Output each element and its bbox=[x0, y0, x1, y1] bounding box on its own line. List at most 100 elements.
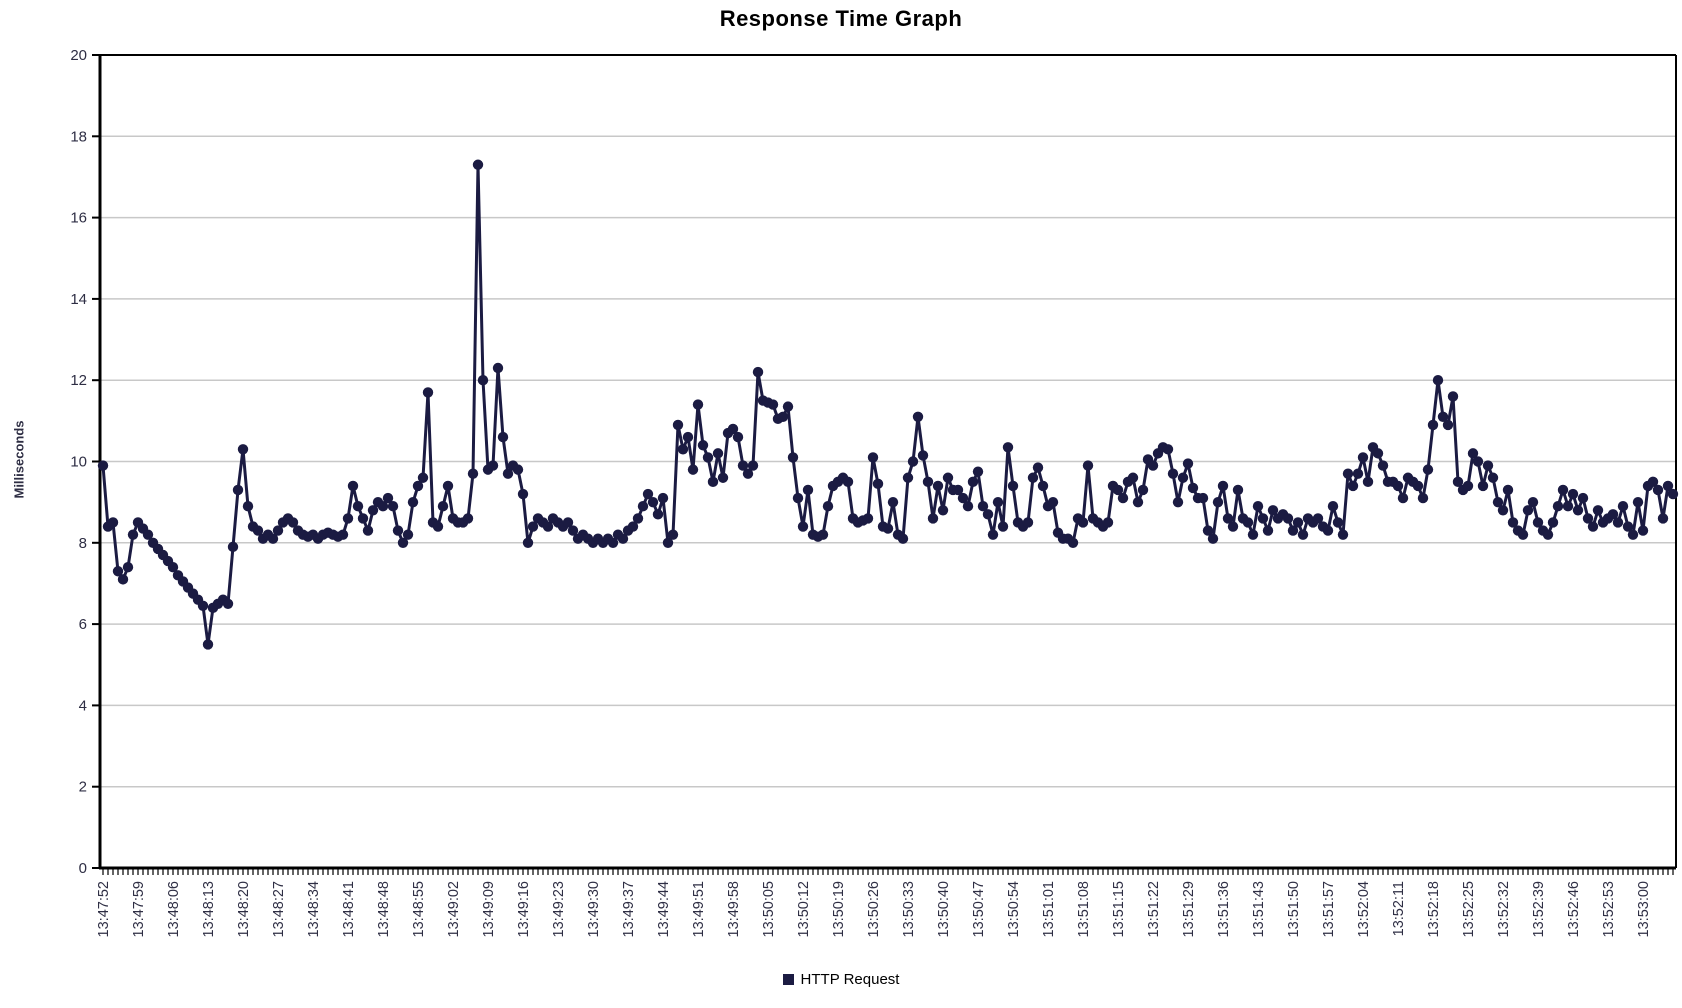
data-point bbox=[982, 509, 994, 520]
data-point bbox=[747, 460, 759, 471]
y-tick-label: 2 bbox=[79, 779, 87, 796]
x-tick-label: 13:52:11 bbox=[1391, 881, 1407, 936]
data-point bbox=[922, 476, 934, 488]
data-point bbox=[862, 513, 874, 524]
data-point bbox=[197, 600, 209, 612]
data-point bbox=[1002, 442, 1014, 453]
data-point bbox=[1252, 501, 1264, 512]
data-point bbox=[1262, 525, 1274, 536]
x-tick-label: 13:48:48 bbox=[376, 881, 392, 937]
data-point bbox=[1572, 505, 1584, 516]
data-point bbox=[742, 468, 754, 479]
x-tick-label: 13:49:02 bbox=[446, 881, 462, 937]
data-point bbox=[1547, 517, 1559, 528]
data-point bbox=[1322, 525, 1334, 536]
x-tick-label: 13:50:54 bbox=[1006, 881, 1022, 937]
data-point bbox=[232, 484, 244, 496]
data-point bbox=[402, 529, 414, 540]
data-point bbox=[1557, 484, 1569, 496]
data-point bbox=[1447, 391, 1459, 402]
data-point bbox=[432, 521, 444, 532]
data-point bbox=[637, 501, 649, 512]
x-tick-label: 13:49:51 bbox=[691, 881, 707, 937]
data-point bbox=[202, 639, 214, 650]
data-point bbox=[927, 513, 939, 524]
data-point bbox=[522, 537, 534, 548]
data-point bbox=[682, 431, 694, 443]
data-point bbox=[1417, 492, 1429, 504]
data-point bbox=[1167, 468, 1179, 479]
x-tick-label: 13:49:16 bbox=[516, 881, 532, 937]
x-tick-label: 13:48:41 bbox=[341, 881, 357, 937]
data-point bbox=[1267, 505, 1279, 516]
data-point bbox=[127, 529, 139, 540]
data-point bbox=[1662, 480, 1674, 492]
data-point bbox=[407, 496, 419, 508]
data-point bbox=[752, 366, 764, 378]
data-point bbox=[942, 472, 954, 483]
x-tick-label: 13:51:50 bbox=[1286, 881, 1302, 937]
data-point bbox=[1437, 411, 1449, 422]
data-point bbox=[967, 476, 979, 488]
data-point bbox=[222, 598, 234, 609]
data-point bbox=[1242, 517, 1254, 528]
data-point bbox=[1462, 480, 1474, 492]
data-point bbox=[1182, 458, 1194, 469]
y-tick-label: 6 bbox=[79, 616, 87, 633]
data-point bbox=[782, 401, 794, 412]
data-point bbox=[462, 513, 474, 524]
data-point bbox=[1442, 419, 1454, 431]
data-point bbox=[357, 513, 369, 524]
data-point bbox=[1362, 476, 1374, 488]
data-point bbox=[472, 159, 484, 170]
data-point bbox=[902, 472, 914, 483]
series-line bbox=[101, 163, 1675, 646]
data-point bbox=[497, 431, 509, 443]
data-point bbox=[442, 480, 454, 492]
data-point bbox=[1657, 513, 1669, 524]
data-point bbox=[647, 496, 659, 508]
data-point bbox=[1627, 529, 1639, 540]
data-point bbox=[1022, 517, 1034, 528]
data-point bbox=[632, 513, 644, 524]
data-point bbox=[867, 452, 879, 463]
data-point bbox=[477, 375, 489, 386]
data-point bbox=[792, 492, 804, 504]
data-point bbox=[1257, 513, 1269, 524]
data-point bbox=[1532, 517, 1544, 528]
data-point bbox=[1612, 517, 1624, 528]
data-point bbox=[1327, 501, 1339, 512]
x-tick-label: 13:48:27 bbox=[271, 881, 287, 937]
data-point bbox=[487, 460, 499, 471]
data-point bbox=[1287, 525, 1299, 536]
data-point bbox=[1542, 529, 1554, 540]
data-point bbox=[1247, 529, 1259, 540]
data-point bbox=[387, 501, 399, 512]
data-point bbox=[1207, 533, 1219, 544]
x-tick-label: 13:52:32 bbox=[1496, 881, 1512, 937]
data-point bbox=[687, 464, 699, 475]
x-tick-label: 13:52:04 bbox=[1356, 881, 1372, 937]
y-tick-label: 20 bbox=[70, 47, 87, 64]
x-tick-label: 13:51:29 bbox=[1181, 881, 1197, 937]
data-point bbox=[1222, 513, 1234, 524]
data-point bbox=[817, 529, 829, 540]
data-point bbox=[267, 533, 279, 544]
data-point bbox=[727, 423, 739, 435]
x-tick-label: 13:49:37 bbox=[621, 881, 637, 937]
data-point bbox=[1647, 476, 1659, 488]
data-point bbox=[997, 521, 1009, 532]
data-point bbox=[1607, 509, 1619, 520]
data-point bbox=[1507, 517, 1519, 528]
data-point bbox=[707, 476, 719, 488]
data-point bbox=[1337, 529, 1349, 540]
data-point bbox=[1177, 472, 1189, 483]
data-point bbox=[1162, 444, 1174, 455]
data-point bbox=[1522, 505, 1534, 516]
data-point bbox=[1497, 505, 1509, 516]
x-tick-label: 13:51:57 bbox=[1321, 881, 1337, 937]
x-tick-label: 13:51:01 bbox=[1041, 881, 1057, 937]
data-point bbox=[1227, 521, 1239, 532]
data-point bbox=[122, 561, 134, 573]
data-point bbox=[977, 501, 989, 512]
